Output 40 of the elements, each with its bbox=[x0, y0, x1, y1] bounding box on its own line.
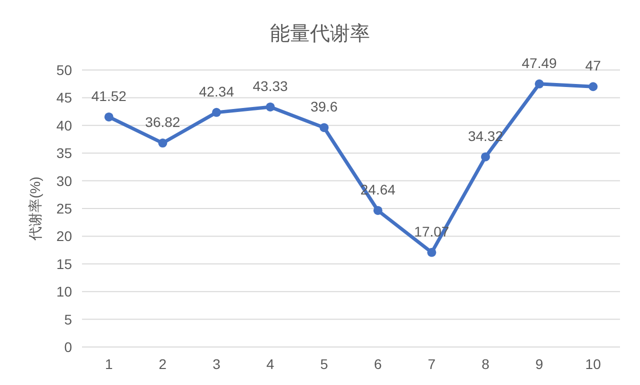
x-tick-label: 3 bbox=[212, 356, 221, 372]
y-tick-label: 35 bbox=[56, 145, 72, 162]
x-tick-label: 10 bbox=[585, 356, 602, 372]
y-axis-title: 代谢率(%) bbox=[27, 176, 43, 242]
chart-title: 能量代谢率 bbox=[270, 23, 370, 45]
point bbox=[104, 112, 114, 122]
data-label: 43.33 bbox=[252, 78, 288, 94]
point bbox=[373, 206, 382, 215]
point bbox=[534, 79, 544, 88]
x-tick-label: 1 bbox=[105, 356, 113, 372]
y-tick-label: 25 bbox=[56, 200, 72, 216]
data-label: 47.49 bbox=[522, 54, 558, 71]
data-label: 47 bbox=[585, 58, 602, 74]
y-tick-label: 10 bbox=[56, 284, 72, 300]
x-tick-label: 5 bbox=[320, 356, 328, 372]
x-tick-label: 9 bbox=[535, 356, 544, 372]
point bbox=[212, 108, 221, 117]
x-tick-label: 2 bbox=[158, 356, 167, 372]
x-tick-label: 6 bbox=[374, 356, 382, 372]
data-label: 36.82 bbox=[145, 114, 180, 130]
y-tick-label: 30 bbox=[56, 172, 72, 189]
data-label: 41.52 bbox=[91, 88, 127, 104]
y-tick-label: 0 bbox=[64, 339, 72, 355]
point bbox=[320, 123, 329, 132]
x-tick-label: 8 bbox=[482, 356, 490, 372]
y-tick-label: 50 bbox=[56, 62, 72, 78]
point bbox=[588, 82, 598, 92]
data-label: 39.6 bbox=[310, 98, 338, 115]
y-tick-label: 20 bbox=[56, 228, 72, 244]
y-tick-label: 40 bbox=[56, 117, 72, 134]
y-tick-label: 5 bbox=[64, 311, 72, 328]
x-tick-label: 7 bbox=[428, 356, 436, 372]
point bbox=[266, 102, 275, 112]
data-label: 42.34 bbox=[198, 83, 234, 100]
point bbox=[427, 248, 436, 257]
y-tick-label: 15 bbox=[56, 256, 72, 272]
point bbox=[158, 138, 168, 148]
x-tick-label: 4 bbox=[266, 356, 274, 372]
point bbox=[481, 152, 490, 162]
y-tick-label: 45 bbox=[56, 90, 72, 106]
